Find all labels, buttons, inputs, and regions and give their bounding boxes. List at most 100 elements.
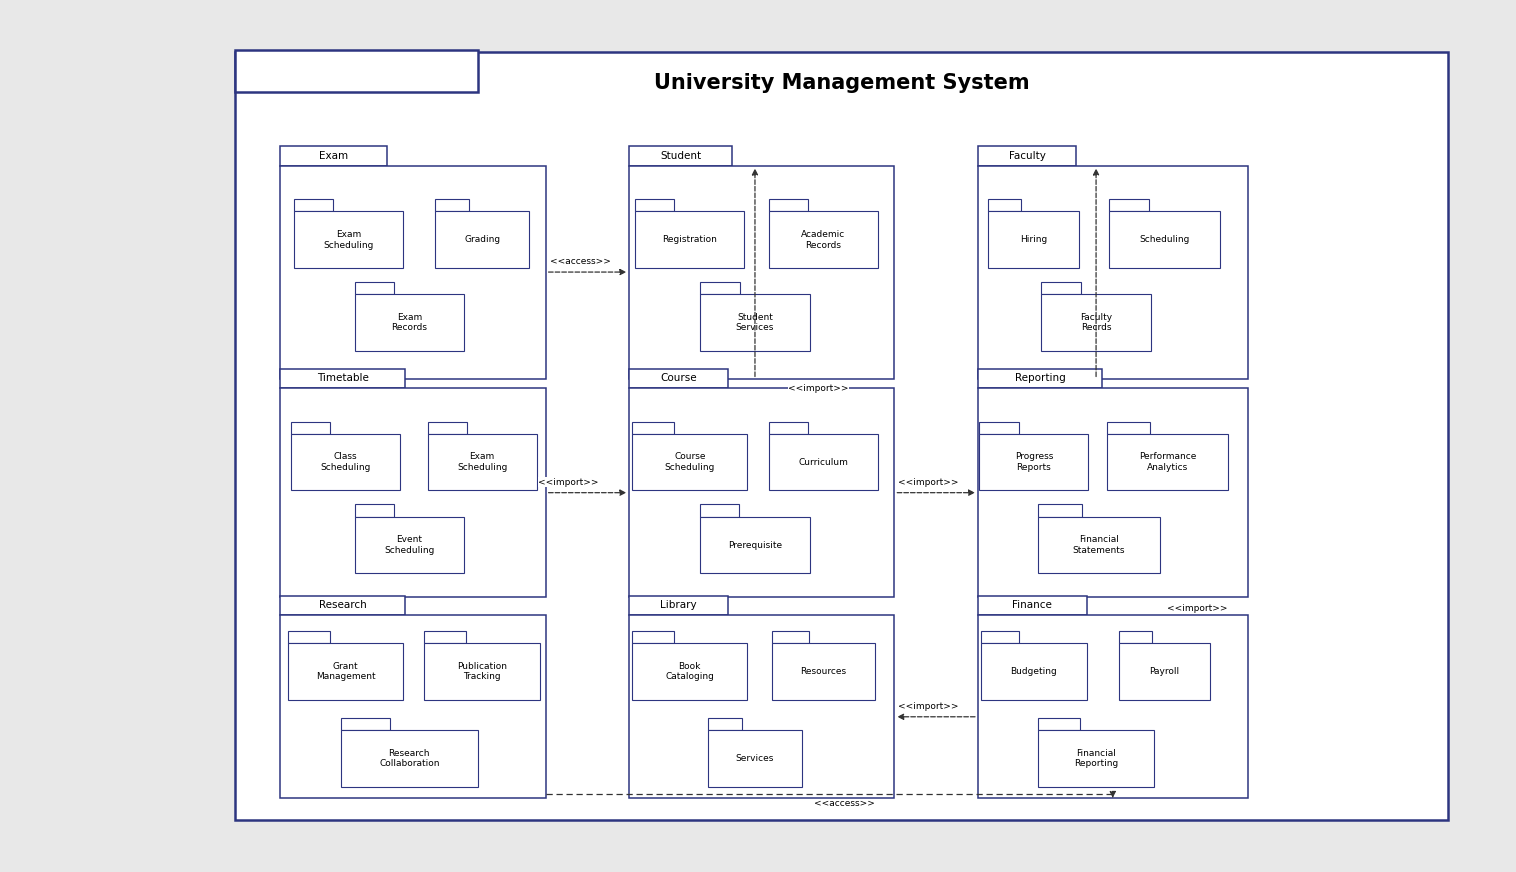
FancyBboxPatch shape <box>235 52 1448 820</box>
FancyBboxPatch shape <box>280 166 546 379</box>
Text: Payroll: Payroll <box>1149 667 1179 676</box>
FancyBboxPatch shape <box>629 388 894 597</box>
FancyBboxPatch shape <box>632 422 673 434</box>
FancyBboxPatch shape <box>1107 434 1228 490</box>
FancyBboxPatch shape <box>978 146 1076 166</box>
Text: Performance
Analytics: Performance Analytics <box>1139 453 1196 472</box>
Text: Exam: Exam <box>318 151 349 161</box>
FancyBboxPatch shape <box>424 644 540 699</box>
FancyBboxPatch shape <box>428 434 537 490</box>
FancyBboxPatch shape <box>978 369 1102 388</box>
FancyBboxPatch shape <box>979 434 1088 490</box>
FancyBboxPatch shape <box>428 422 467 434</box>
FancyBboxPatch shape <box>632 644 747 699</box>
FancyBboxPatch shape <box>288 631 329 644</box>
FancyBboxPatch shape <box>772 644 875 699</box>
FancyBboxPatch shape <box>280 596 405 615</box>
FancyBboxPatch shape <box>291 422 330 434</box>
Text: <<import>>: <<import>> <box>897 702 958 711</box>
FancyBboxPatch shape <box>629 166 894 379</box>
FancyBboxPatch shape <box>708 719 741 731</box>
Text: Grant
Management: Grant Management <box>315 662 376 681</box>
FancyBboxPatch shape <box>978 596 1087 615</box>
FancyBboxPatch shape <box>981 631 1019 644</box>
Text: Financial
Reporting: Financial Reporting <box>1073 749 1119 768</box>
Text: <<import>>: <<import>> <box>788 384 849 392</box>
Text: <<access>>: <<access>> <box>550 257 611 266</box>
FancyBboxPatch shape <box>978 166 1248 379</box>
FancyBboxPatch shape <box>988 200 1022 212</box>
FancyBboxPatch shape <box>978 388 1248 597</box>
FancyBboxPatch shape <box>1119 644 1210 699</box>
FancyBboxPatch shape <box>629 596 728 615</box>
Text: Exam
Records: Exam Records <box>391 313 428 332</box>
Text: <<import>>: <<import>> <box>1167 604 1228 613</box>
FancyBboxPatch shape <box>280 615 546 798</box>
Text: <<access>>: <<access>> <box>814 800 875 808</box>
Text: Exam
Scheduling: Exam Scheduling <box>456 453 508 472</box>
Text: Registration: Registration <box>662 235 717 244</box>
FancyBboxPatch shape <box>1108 200 1149 212</box>
FancyBboxPatch shape <box>341 731 478 787</box>
Text: Book
Cataloging: Book Cataloging <box>666 662 714 681</box>
FancyBboxPatch shape <box>699 516 810 574</box>
FancyBboxPatch shape <box>632 434 747 490</box>
Text: Library: Library <box>659 600 697 610</box>
FancyBboxPatch shape <box>341 719 390 731</box>
Text: Financial
Statements: Financial Statements <box>1073 535 1125 555</box>
FancyBboxPatch shape <box>280 369 405 388</box>
Text: Grading: Grading <box>464 235 500 244</box>
FancyBboxPatch shape <box>1108 211 1219 269</box>
FancyBboxPatch shape <box>424 631 465 644</box>
FancyBboxPatch shape <box>291 434 400 490</box>
FancyBboxPatch shape <box>699 504 740 516</box>
FancyBboxPatch shape <box>235 50 478 92</box>
Text: Research
Collaboration: Research Collaboration <box>379 749 440 768</box>
Text: Services: Services <box>735 754 775 763</box>
FancyBboxPatch shape <box>629 146 732 166</box>
Text: Timetable: Timetable <box>317 373 368 384</box>
FancyBboxPatch shape <box>981 644 1087 699</box>
Text: Faculty
Recrds: Faculty Recrds <box>1079 313 1113 332</box>
FancyBboxPatch shape <box>700 283 740 295</box>
Text: Event
Scheduling: Event Scheduling <box>384 535 435 555</box>
FancyBboxPatch shape <box>435 211 529 269</box>
Text: <<import>>: <<import>> <box>538 478 599 487</box>
FancyBboxPatch shape <box>978 615 1248 798</box>
FancyBboxPatch shape <box>632 631 673 644</box>
FancyBboxPatch shape <box>769 434 878 490</box>
Text: Progress
Reports: Progress Reports <box>1014 453 1054 472</box>
Text: Publication
Tracking: Publication Tracking <box>458 662 506 681</box>
Text: Student: Student <box>659 151 702 161</box>
FancyBboxPatch shape <box>772 631 808 644</box>
FancyBboxPatch shape <box>355 283 394 295</box>
Text: Research: Research <box>318 600 367 610</box>
FancyBboxPatch shape <box>1119 631 1152 644</box>
FancyBboxPatch shape <box>355 504 394 516</box>
FancyBboxPatch shape <box>280 146 387 166</box>
FancyBboxPatch shape <box>988 211 1079 269</box>
FancyBboxPatch shape <box>1038 504 1082 516</box>
Text: <<import>>: <<import>> <box>897 478 958 487</box>
Text: Scheduling: Scheduling <box>1139 235 1190 244</box>
FancyBboxPatch shape <box>700 294 810 351</box>
FancyBboxPatch shape <box>288 644 403 699</box>
Text: Finance: Finance <box>1013 600 1052 610</box>
FancyBboxPatch shape <box>635 200 675 212</box>
Text: Course
Scheduling: Course Scheduling <box>664 453 716 472</box>
Text: Class
Scheduling: Class Scheduling <box>320 453 371 472</box>
FancyBboxPatch shape <box>629 369 728 388</box>
FancyBboxPatch shape <box>1038 719 1079 731</box>
Text: Hiring: Hiring <box>1020 235 1048 244</box>
Text: Student
Services: Student Services <box>735 313 775 332</box>
FancyBboxPatch shape <box>769 211 878 269</box>
FancyBboxPatch shape <box>1041 283 1081 295</box>
FancyBboxPatch shape <box>769 422 808 434</box>
Text: Faculty: Faculty <box>1008 151 1046 161</box>
FancyBboxPatch shape <box>1038 731 1154 787</box>
FancyBboxPatch shape <box>435 200 468 212</box>
FancyBboxPatch shape <box>769 200 808 212</box>
Text: Academic
Records: Academic Records <box>800 230 846 249</box>
Text: Reporting: Reporting <box>1014 373 1066 384</box>
FancyBboxPatch shape <box>1041 294 1151 351</box>
